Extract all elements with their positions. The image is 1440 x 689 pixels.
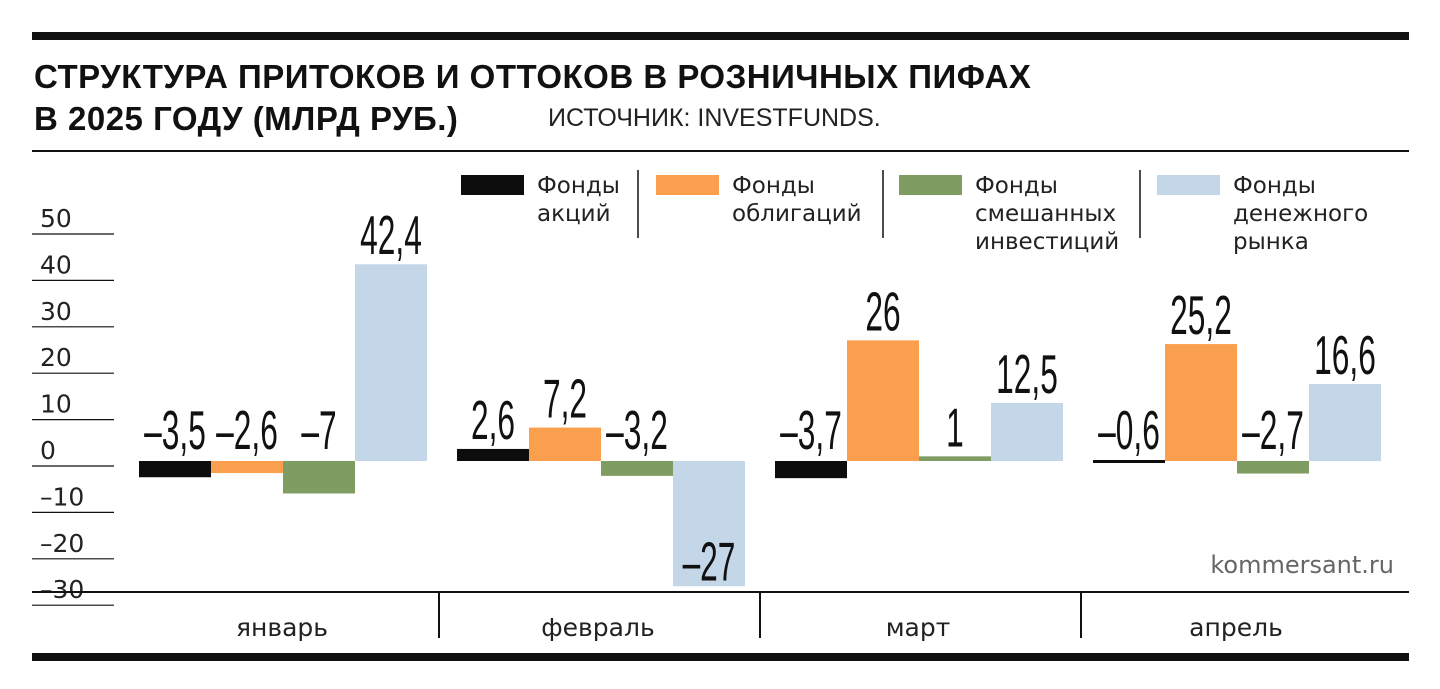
- legend-label: Фонды: [732, 173, 815, 199]
- y-tick-label: –10: [40, 482, 84, 511]
- bar-stocks: [139, 461, 211, 478]
- y-tick-label: 20: [40, 343, 72, 372]
- bar-mixed: [601, 461, 673, 476]
- legend-label: Фонды: [537, 173, 620, 199]
- legend-label: акций: [537, 201, 611, 227]
- bar-stocks: [775, 461, 847, 479]
- data-label: –7: [301, 399, 336, 461]
- y-tick-label: 50: [40, 204, 72, 233]
- legend-label: рынка: [1233, 229, 1309, 255]
- legend-label: облигаций: [732, 201, 862, 227]
- data-label: 2,6: [471, 389, 515, 451]
- legend-swatch-bonds: [656, 175, 719, 195]
- data-label: 25,2: [1170, 284, 1232, 346]
- category-label: февраль: [541, 613, 654, 642]
- bar-mixed: [1237, 461, 1309, 474]
- bar-bonds: [529, 427, 601, 461]
- category-label: апрель: [1189, 613, 1283, 642]
- bar-mixed: [283, 461, 355, 494]
- data-label: –0,6: [1098, 399, 1160, 461]
- category-label: январь: [236, 613, 328, 642]
- watermark: kommersant.ru: [1210, 551, 1394, 579]
- data-label: –27: [683, 530, 736, 592]
- legend-swatch-mixed: [899, 175, 962, 195]
- data-label: –2,6: [216, 399, 278, 461]
- bar-stocks: [457, 448, 529, 461]
- legend-label: инвестиций: [975, 229, 1119, 255]
- category-label: март: [886, 613, 951, 642]
- header-rule: [32, 150, 1409, 152]
- data-label: –3,5: [144, 399, 206, 461]
- bottom-rule: [32, 653, 1409, 661]
- bar-stocks: [1093, 460, 1165, 463]
- chart-title-line2: В 2025 ГОДУ (МЛРД РУБ.): [34, 100, 459, 137]
- y-tick-label: 10: [40, 390, 72, 419]
- y-tick-label: 30: [40, 297, 72, 326]
- bar-bonds: [211, 461, 283, 474]
- data-label: –3,7: [780, 399, 842, 461]
- bar-money_market: [673, 461, 745, 587]
- data-label: 16,6: [1314, 324, 1376, 386]
- bar-mixed: [919, 456, 991, 461]
- data-label: 7,2: [543, 367, 587, 429]
- data-label: –3,2: [606, 399, 668, 461]
- data-label: –2,7: [1242, 399, 1304, 461]
- data-label: 26: [865, 280, 900, 342]
- legend-label: Фонды: [975, 173, 1058, 199]
- source-note: ИСТОЧНИК: INVESTFUNDS.: [548, 104, 881, 132]
- y-tick-label: –30: [40, 575, 84, 604]
- y-tick-label: 40: [40, 250, 72, 279]
- bar-money_market: [1309, 383, 1381, 461]
- bar-money_market: [355, 264, 427, 461]
- chart-title-line1: СТРУКТУРА ПРИТОКОВ И ОТТОКОВ В РОЗНИЧНЫХ…: [34, 58, 1032, 95]
- legend-label: Фонды: [1233, 173, 1316, 199]
- top-rule: [32, 32, 1409, 40]
- legend-label: смешанных: [975, 201, 1116, 227]
- legend-swatch-stocks: [461, 175, 524, 195]
- data-label: 12,5: [996, 343, 1058, 405]
- data-label: 1: [946, 396, 964, 458]
- y-tick-label: 0: [40, 436, 56, 465]
- data-label: 42,4: [360, 204, 422, 266]
- y-tick-label: –20: [40, 529, 84, 558]
- bar-bonds: [1165, 344, 1237, 461]
- legend-swatch-money_market: [1157, 175, 1220, 195]
- legend-label: денежного: [1233, 201, 1368, 227]
- bar-money_market: [991, 403, 1063, 461]
- bar-bonds: [847, 340, 919, 461]
